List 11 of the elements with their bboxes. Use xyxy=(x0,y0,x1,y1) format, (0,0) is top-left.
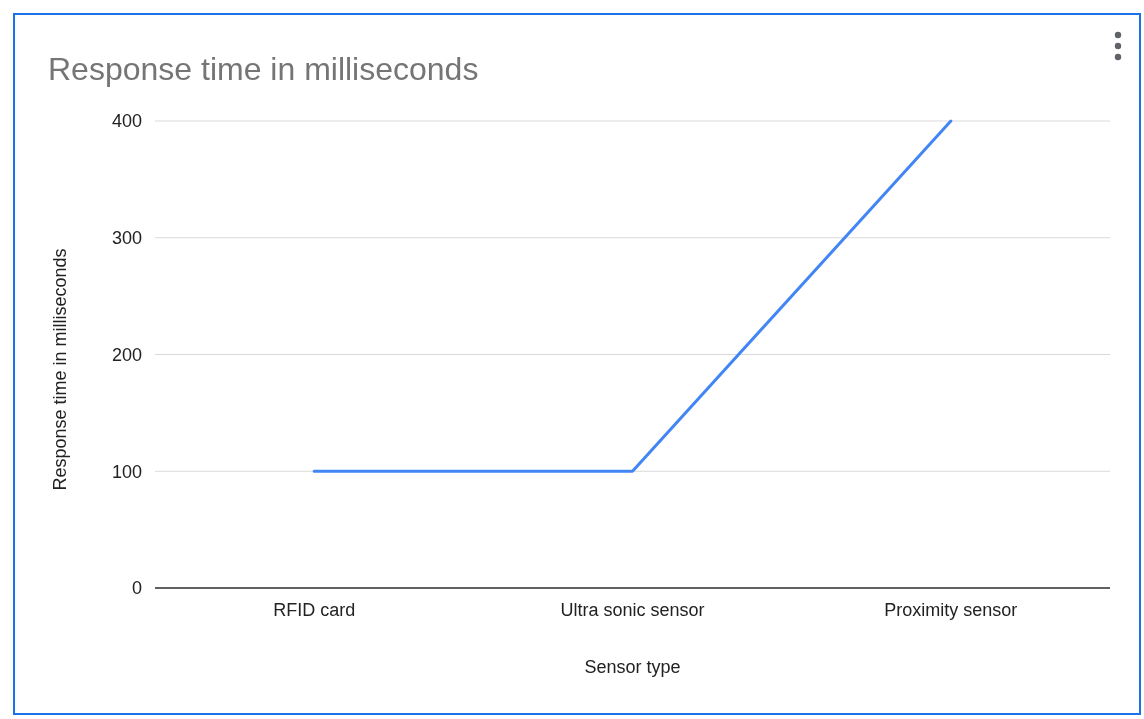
y-axis-title: Response time in milliseconds xyxy=(50,248,70,491)
x-axis-title: Sensor type xyxy=(584,657,681,677)
x-tick-label: Proximity sensor xyxy=(884,600,1018,620)
y-tick-label: 100 xyxy=(111,461,142,482)
x-tick-label: Ultra sonic sensor xyxy=(560,600,705,620)
y-tick-label: 400 xyxy=(111,111,142,132)
y-tick-label: 0 xyxy=(131,578,142,599)
y-tick-label: 200 xyxy=(111,344,142,365)
x-tick-label: RFID card xyxy=(273,600,356,620)
y-tick-label: 300 xyxy=(111,228,142,249)
chart-title: Response time in milliseconds xyxy=(48,51,479,87)
